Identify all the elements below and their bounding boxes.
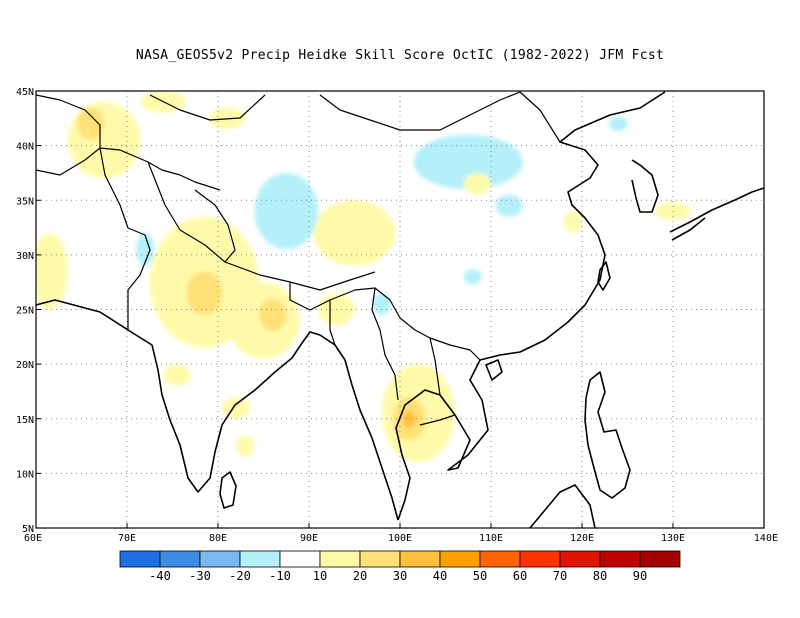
colorbar-swatch [479,550,521,568]
colorbar-swatch [239,550,281,568]
skill-region-21 [563,211,583,234]
colorbar-swatch [639,550,681,568]
coastlines-and-borders [36,91,764,528]
colorbar-label: 50 [473,569,487,583]
skill-region-11 [67,101,141,179]
hainan-coastline [485,359,503,381]
colorbar-label: 40 [433,569,447,583]
skill-region-24 [236,435,255,457]
colorbar-label: -30 [189,569,211,583]
lon-tick-label: 70E [118,533,136,544]
skill-region-4 [413,134,523,190]
colorbar: -40 -30 -20 -10 10 20 30 40 50 60 70 80 90 [119,550,681,583]
skill-region-6 [495,194,523,217]
colorbar-label: 70 [553,569,567,583]
colorbar-swatch [519,550,561,568]
skill-region-5 [254,172,319,250]
skill-region-20 [463,172,491,195]
lon-tick-label: 60E [24,533,42,544]
skill-region-9 [463,269,482,285]
map-title: NASA_GEOS5v2 Precip Heidke Skill Score O… [135,48,665,63]
colorbar-label: 90 [633,569,647,583]
skill-region-23 [222,396,250,419]
philippines-coastline [584,371,631,499]
colorbar-swatch [119,550,161,568]
japan-coastline [669,187,764,241]
lon-tick-label: 130E [661,533,685,544]
lon-tick-label: 90E [300,533,318,544]
lon-tick-label: 120E [570,533,594,544]
colorbar-swatch [559,550,601,568]
indochina-coastline [395,91,666,521]
skill-shading [36,91,692,463]
colorbar-swatch [159,550,201,568]
colorbar-label: 60 [513,569,527,583]
lat-tick-label: 10N [16,469,34,480]
skill-region-16 [36,233,68,310]
sri-lanka-coastline [219,471,237,509]
colorbar-swatch [279,550,321,568]
colorbar-label: 20 [353,569,367,583]
lon-tick-label: 140E [754,533,778,544]
colorbar-swatch [199,550,241,568]
skill-region-15 [313,200,396,266]
skill-region-30 [402,410,416,428]
colorbar-label: -10 [269,569,291,583]
colorbar-label: -20 [229,569,251,583]
skill-region-29 [76,107,105,141]
lon-tick-label: 110E [479,533,503,544]
lat-tick-label: 40N [16,142,34,153]
lat-tick-label: 20N [16,360,34,371]
axis-ticks: 60E 70E 80E 90E 100E 110E 120E 130E 140E 5N 10N 15N… [16,87,778,544]
lat-tick-label: 30N [16,251,34,262]
skill-region-25 [163,364,191,386]
lat-tick-label: 15N [16,415,34,426]
colorbar-label: 80 [593,569,607,583]
colorbar-swatch [319,550,361,568]
colorbar-swatch [399,550,441,568]
borneo-coastline [529,484,596,528]
skill-region-26 [186,271,223,315]
lat-tick-label: 35N [16,196,34,207]
lat-tick-label: 5N [22,524,34,535]
lat-tick-label: 25N [16,306,34,317]
india-coastline [36,299,399,521]
skill-region-7 [136,233,155,266]
skill-region-27 [258,298,287,332]
country-borders [36,91,561,426]
colorbar-swatch [439,550,481,568]
korea-coastline [631,159,659,213]
lat-tick-label: 45N [16,87,34,98]
lon-tick-label: 100E [388,533,412,544]
colorbar-swatch [359,550,401,568]
colorbar-label: 10 [313,569,327,583]
colorbar-label: -40 [149,569,171,583]
lon-tick-label: 80E [209,533,227,544]
skill-region-8 [372,293,391,315]
colorbar-swatch [599,550,641,568]
skill-region-10 [609,116,628,132]
colorbar-label: 30 [393,569,407,583]
taiwan-coastline [597,261,611,291]
